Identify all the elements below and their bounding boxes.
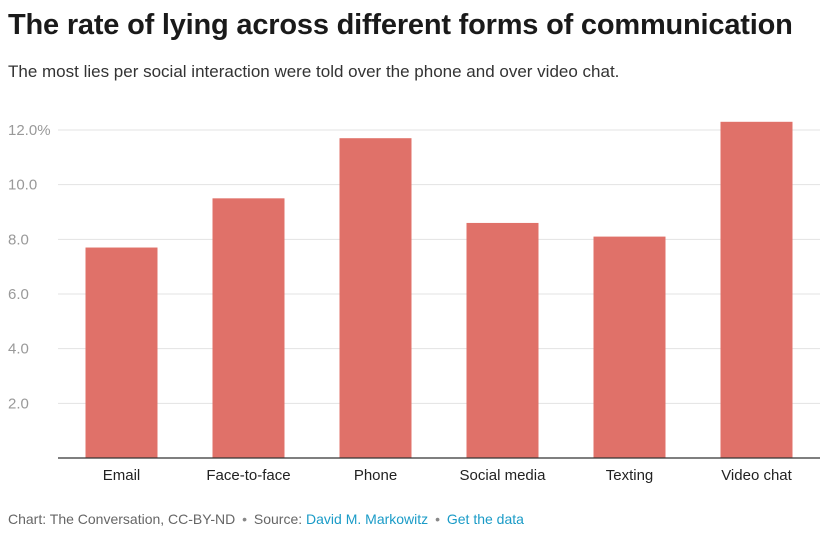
- y-tick-label: 8.0: [8, 231, 29, 248]
- x-category-label: Video chat: [721, 467, 792, 484]
- y-axis-ticks: 2.0 4.0 6.0 8.0 10.0 12.0%: [8, 122, 51, 412]
- bars: [85, 121, 793, 459]
- bar-video-chat: [720, 121, 793, 459]
- gridlines: [58, 129, 820, 404]
- x-category-label: Texting: [606, 467, 654, 484]
- source-link[interactable]: David M. Markowitz: [306, 511, 429, 527]
- bar-phone: [339, 138, 412, 458]
- y-tick-label: 6.0: [8, 286, 29, 303]
- x-category-label: Email: [103, 467, 141, 484]
- x-category-label: Face-to-face: [206, 467, 290, 484]
- footer-separator-2: •: [435, 511, 440, 527]
- chart-footer: Chart: The Conversation, CC-BY-ND • Sour…: [8, 511, 524, 527]
- y-tick-label: 10.0: [8, 177, 37, 194]
- x-category-label: Phone: [354, 467, 397, 484]
- footer-source-label: Source:: [253, 511, 303, 527]
- get-the-data-link[interactable]: Get the data: [446, 511, 524, 527]
- footer-credit: Chart: The Conversation, CC-BY-ND: [8, 511, 236, 527]
- footer-separator: •: [242, 511, 247, 527]
- y-tick-label: 12.0%: [8, 122, 51, 139]
- y-tick-label: 4.0: [8, 341, 29, 358]
- bar-email: [85, 247, 158, 458]
- bar-chart: 2.0 4.0 6.0 8.0 10.0 12.0% Email Face-to-face P…: [8, 121, 820, 484]
- y-tick-label: 2.0: [8, 395, 29, 412]
- bar-face-to-face: [212, 198, 285, 459]
- chart-title: The rate of lying across different forms…: [8, 9, 793, 41]
- bar-texting: [593, 236, 666, 458]
- chart-subtitle: The most lies per social interaction wer…: [8, 62, 620, 81]
- x-axis-categories: Email Face-to-face Phone Social media Textin…: [103, 467, 793, 484]
- bar-social-media: [466, 222, 539, 458]
- x-category-label: Social media: [460, 467, 547, 484]
